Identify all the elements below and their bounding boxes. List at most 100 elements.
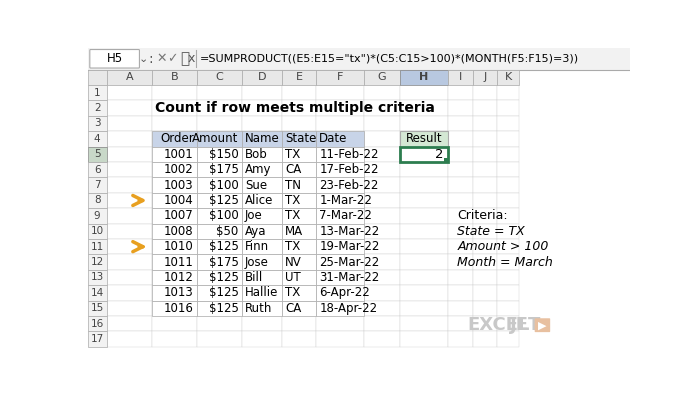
Text: Amount: Amount — [193, 132, 239, 145]
Text: x: x — [188, 52, 195, 65]
Bar — [152, 70, 197, 85]
Bar — [364, 100, 400, 116]
Text: $125: $125 — [209, 302, 239, 315]
Bar — [107, 70, 152, 85]
Bar — [88, 239, 107, 254]
Text: 13-Mar-22: 13-Mar-22 — [319, 225, 379, 238]
Bar — [197, 300, 241, 316]
Bar — [152, 146, 197, 162]
Bar — [241, 270, 282, 285]
Text: Finn: Finn — [245, 240, 269, 253]
Text: $175: $175 — [209, 256, 239, 268]
Text: Amy: Amy — [245, 163, 272, 176]
Bar — [282, 224, 316, 239]
Bar — [197, 100, 241, 116]
Bar — [400, 208, 448, 224]
Bar — [316, 177, 364, 193]
Bar — [88, 224, 107, 239]
Text: TX: TX — [285, 209, 300, 222]
Bar — [448, 85, 472, 100]
Bar — [448, 70, 472, 85]
Bar — [107, 193, 152, 208]
Text: D: D — [258, 72, 266, 82]
Bar — [241, 100, 282, 116]
Text: $100: $100 — [209, 178, 239, 192]
Text: EXCEL: EXCEL — [468, 316, 530, 334]
Bar — [152, 208, 197, 224]
Text: 1012: 1012 — [164, 271, 194, 284]
Text: ✓: ✓ — [167, 52, 178, 65]
Bar — [241, 131, 282, 146]
Bar — [282, 300, 316, 316]
Bar — [282, 285, 316, 300]
Text: 16: 16 — [90, 319, 104, 329]
Bar — [197, 70, 241, 85]
Bar — [316, 177, 364, 193]
Bar — [400, 146, 448, 162]
Text: 8: 8 — [94, 196, 101, 206]
Bar — [88, 316, 107, 331]
Bar — [316, 270, 364, 285]
Text: 1013: 1013 — [164, 286, 194, 299]
Bar — [364, 224, 400, 239]
Text: 6-Apr-22: 6-Apr-22 — [319, 286, 370, 299]
Bar — [316, 116, 364, 131]
Bar — [400, 85, 448, 100]
Bar — [241, 224, 282, 239]
Bar — [316, 162, 364, 177]
Bar — [473, 146, 498, 162]
Bar — [152, 254, 197, 270]
Bar — [448, 254, 472, 270]
Text: 7-Mar-22: 7-Mar-22 — [319, 209, 372, 222]
Bar — [473, 116, 498, 131]
Bar — [152, 146, 197, 162]
Bar — [152, 224, 197, 239]
Bar — [448, 224, 472, 239]
Bar — [197, 146, 241, 162]
Text: 5: 5 — [94, 149, 101, 159]
Bar — [197, 285, 241, 300]
Text: TX: TX — [285, 194, 300, 207]
Bar — [364, 131, 400, 146]
Text: $50: $50 — [216, 225, 239, 238]
Bar — [152, 177, 197, 193]
Bar — [152, 193, 197, 208]
Bar — [498, 70, 519, 85]
Bar — [282, 193, 316, 208]
Bar — [400, 131, 448, 146]
Bar — [88, 270, 107, 285]
Bar — [448, 316, 472, 331]
Bar — [498, 100, 519, 116]
Bar — [498, 254, 519, 270]
Bar — [88, 131, 107, 146]
Bar — [498, 208, 519, 224]
Bar — [88, 162, 107, 177]
Text: H: H — [419, 72, 428, 82]
Bar — [241, 300, 282, 316]
Bar — [241, 224, 282, 239]
Text: 1016: 1016 — [164, 302, 194, 315]
Bar — [498, 224, 519, 239]
Text: CA: CA — [285, 302, 302, 315]
Bar — [316, 85, 364, 100]
Bar — [498, 239, 519, 254]
Bar — [152, 239, 197, 254]
Text: 𝑓: 𝑓 — [181, 51, 190, 66]
Bar — [152, 85, 197, 100]
Bar — [241, 193, 282, 208]
Bar — [316, 285, 364, 300]
Bar — [241, 70, 282, 85]
Bar — [364, 208, 400, 224]
Bar — [88, 85, 107, 100]
Text: :: : — [148, 52, 153, 66]
Bar — [364, 146, 400, 162]
Bar — [498, 316, 519, 331]
Text: G: G — [378, 72, 386, 82]
Bar — [282, 285, 316, 300]
Bar — [400, 270, 448, 285]
Bar — [107, 116, 152, 131]
Bar — [107, 177, 152, 193]
Bar — [444, 158, 448, 162]
Bar — [364, 70, 400, 85]
Bar — [197, 224, 241, 239]
